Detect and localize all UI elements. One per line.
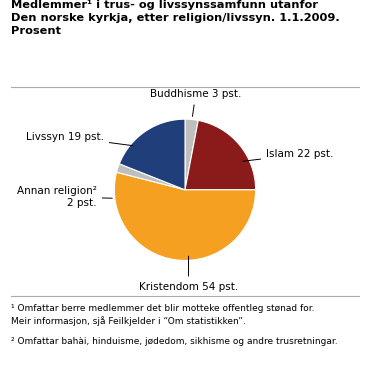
Text: Livssyn 19 pst.: Livssyn 19 pst. [26,132,133,146]
Text: ² Omfattar bahài, hinduisme, jødedom, sikhisme og andre trusretningar.: ² Omfattar bahài, hinduisme, jødedom, si… [11,337,338,346]
Wedge shape [114,172,256,261]
Text: Medlemmer¹ i trus- og livssynssamfunn utanfor
Den norske kyrkja, etter religion/: Medlemmer¹ i trus- og livssynssamfunn ut… [11,0,340,36]
Text: ¹ Omfattar berre medlemmer det blir motteke offentleg stønad for.
Meir informasj: ¹ Omfattar berre medlemmer det blir mott… [11,304,314,326]
Wedge shape [119,119,185,190]
Text: Islam 22 pst.: Islam 22 pst. [243,150,334,161]
Text: Annan religion²
2 pst.: Annan religion² 2 pst. [17,186,112,208]
Text: Kristendom 54 pst.: Kristendom 54 pst. [139,256,238,292]
Text: Buddhisme 3 pst.: Buddhisme 3 pst. [150,89,241,116]
Wedge shape [185,120,256,190]
Wedge shape [117,164,185,190]
Wedge shape [185,119,198,190]
